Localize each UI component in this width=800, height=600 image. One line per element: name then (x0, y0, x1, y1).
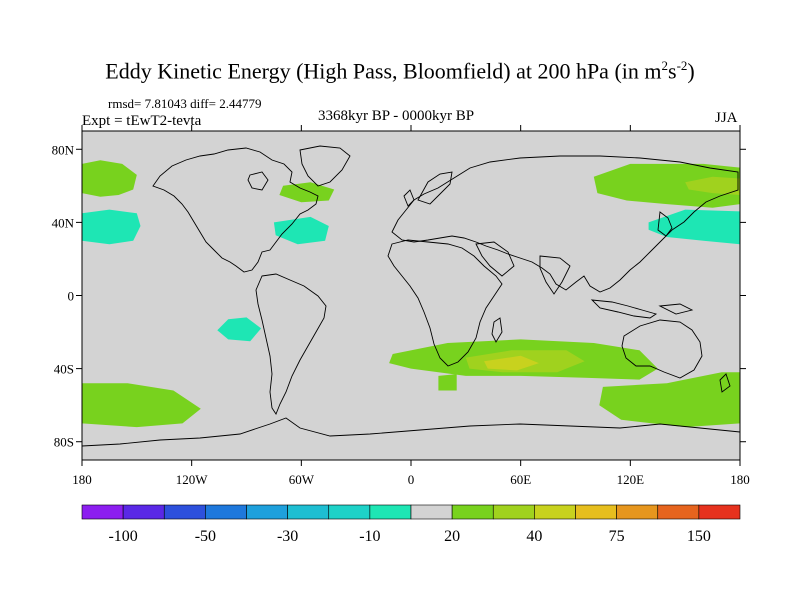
stats-label: rmsd= 7.81043 diff= 2.44779 (108, 96, 262, 111)
anomaly-s-australia-positive (599, 372, 740, 428)
anomaly-n-atlantic-positive (279, 182, 335, 203)
colorbar-swatch (328, 504, 371, 520)
season-label: JJA (715, 110, 738, 126)
lon-tick-label: 120W (176, 472, 209, 487)
colorbar-swatch (369, 504, 412, 520)
colorbar-label: -10 (359, 528, 380, 545)
anomaly-nw-pacific-negative (648, 209, 740, 245)
anomaly-east-siberia-positive (685, 176, 740, 195)
anomaly-s-indian-max (484, 355, 539, 371)
coast-south-america (255, 273, 327, 415)
colorbar-swatch (163, 504, 206, 520)
lat-tick-label: 40S (54, 362, 74, 377)
colorbar-label: 40 (526, 528, 542, 545)
coast-britain (403, 189, 415, 207)
coast-arabia (475, 241, 515, 277)
coast-new-guinea (658, 303, 694, 315)
lon-tick-label: 60E (510, 472, 531, 487)
colorbar-swatch (410, 504, 453, 520)
coast-japan (657, 211, 673, 237)
lon-tick-label: 120E (617, 472, 645, 487)
title-close-paren: ) (687, 58, 695, 84)
colorbar-swatch (698, 504, 741, 520)
colorbar: -100 -50 -30 -10 20 40 75 150 (81, 504, 741, 545)
longitude-axis: 180 120W 60W 0 60E 120E 180 (72, 125, 750, 487)
colorbar-swatch (534, 504, 576, 520)
anomaly-layer (82, 160, 740, 428)
period-label: 3368kyr BP - 0000kyr BP (318, 108, 475, 124)
colorbar-label: 20 (444, 528, 460, 545)
lon-tick-label: 60W (289, 472, 315, 487)
colorbar-swatch (205, 504, 247, 520)
colorbar-label: -100 (108, 528, 137, 545)
colorbar-swatch (287, 504, 330, 520)
coast-antarctica (82, 417, 740, 447)
colorbar-swatch (575, 504, 617, 520)
colorbar-label: 150 (687, 528, 711, 545)
title-unit-s: s (668, 58, 677, 84)
colorbar-swatch (81, 504, 124, 520)
lat-tick-label: 0 (68, 289, 75, 304)
anomaly-s-atlantic-tail (438, 374, 457, 391)
lat-tick-label: 80N (52, 142, 75, 157)
colorbar-label: -30 (277, 528, 298, 545)
lat-tick-label: 40N (52, 215, 75, 230)
coast-eurasia (391, 155, 739, 293)
colorbar-swatch (492, 504, 535, 520)
colorbar-swatch (451, 504, 494, 520)
coast-madagascar (491, 317, 503, 343)
lat-tick-label: 80S (54, 435, 74, 450)
coast-north-america (152, 147, 319, 273)
anomaly-se-pacific-negative (217, 317, 262, 342)
anomaly-s-pacific-positive (82, 383, 201, 428)
anomaly-siberia-positive (593, 163, 740, 208)
lon-tick-label: 180 (72, 472, 92, 487)
colorbar-swatch (246, 504, 288, 520)
anomaly-n-atlantic-negative (273, 216, 329, 245)
latitude-axis: 80N 40N 0 40S 80S (52, 142, 746, 450)
title-superscript-2: 2 (661, 58, 669, 73)
colorbar-swatch (616, 504, 659, 520)
coast-scandinavia (417, 171, 453, 205)
colorbar-label: 75 (609, 528, 625, 545)
coast-australia (621, 319, 703, 379)
colorbar-swatch (122, 504, 165, 520)
coast-new-zealand (719, 373, 731, 393)
coast-africa (387, 239, 503, 367)
title-superscript-minus2: -2 (676, 58, 688, 73)
coast-hudson-bay (247, 171, 269, 191)
colorbar-label: -50 (195, 528, 216, 545)
anomaly-n-pacific-positive (82, 160, 137, 197)
coast-greenland (299, 145, 351, 187)
colorbar-swatch (657, 504, 700, 520)
title-text: Eddy Kinetic Energy (High Pass, Bloomfie… (105, 58, 662, 84)
plot-title: Eddy Kinetic Energy (High Pass, Bloomfie… (0, 58, 800, 84)
anomaly-n-pacific-negative (82, 209, 141, 245)
coast-indonesia (590, 299, 658, 319)
coast-india (539, 255, 571, 295)
lon-tick-label: 0 (408, 472, 415, 487)
coastlines (82, 145, 740, 447)
experiment-label: Expt = tEwT2-tevta (82, 113, 202, 129)
lon-tick-label: 180 (730, 472, 750, 487)
